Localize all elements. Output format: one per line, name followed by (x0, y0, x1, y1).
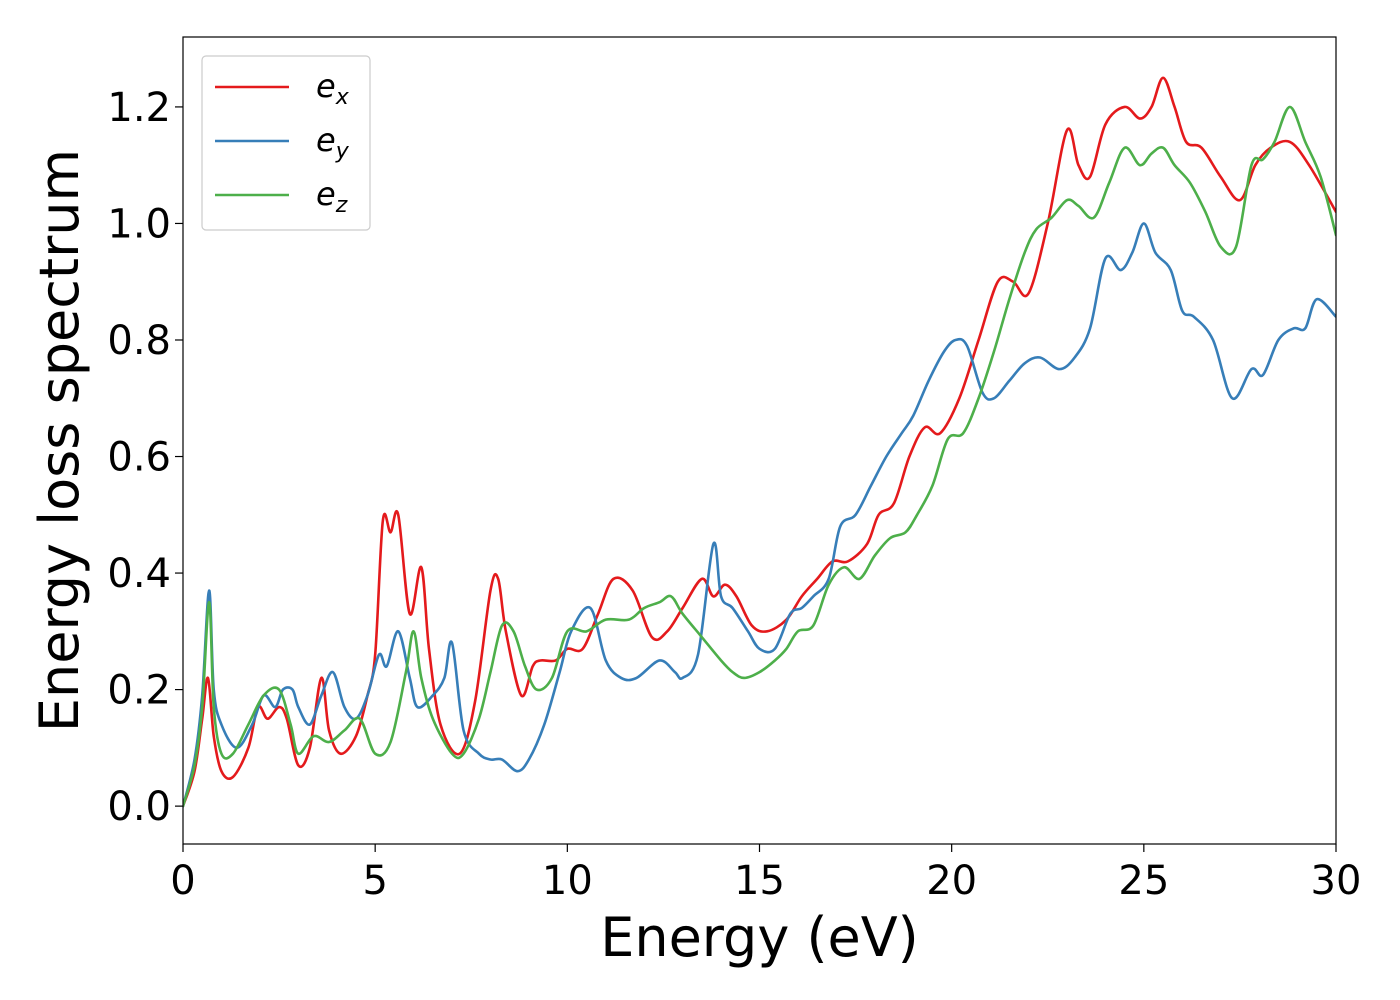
y-tick-label: 1.0 (107, 201, 171, 247)
legend-box (201, 55, 371, 231)
x-tick-label: 10 (542, 858, 593, 904)
series-layer (183, 76, 1336, 808)
legend-label-ez: ez (316, 175, 348, 218)
x-tick-label: 30 (1311, 858, 1362, 904)
series-line-ex (183, 76, 1336, 808)
x-tick-label: 25 (1118, 858, 1169, 904)
series-line-ey (183, 222, 1336, 808)
y-tick-label: 0.6 (107, 435, 171, 481)
x-tick-label: 20 (926, 858, 977, 904)
x-axis-title: Energy (eV) (600, 906, 919, 969)
y-tick-label: 0.8 (107, 318, 171, 364)
y-tick-label: 0.0 (107, 784, 171, 830)
x-tick-label: 15 (734, 858, 785, 904)
y-axis-title: Energy loss spectrum (28, 149, 91, 732)
legend-label-ey: ey (316, 121, 350, 164)
legend: ex ey ez (201, 55, 371, 231)
series-line-ez (183, 105, 1336, 808)
y-tick-label: 1.2 (107, 85, 171, 131)
tick-layer: 0 5 10 15 20 25 30 0.0 0.2 0.4 0.6 0.8 1.0 1.2 (107, 85, 1361, 904)
legend-label-ex: ex (316, 67, 350, 110)
x-tick-label: 0 (170, 858, 195, 904)
x-tick-label: 5 (362, 858, 387, 904)
y-tick-label: 0.2 (107, 668, 171, 714)
y-tick-label: 0.4 (107, 551, 171, 597)
